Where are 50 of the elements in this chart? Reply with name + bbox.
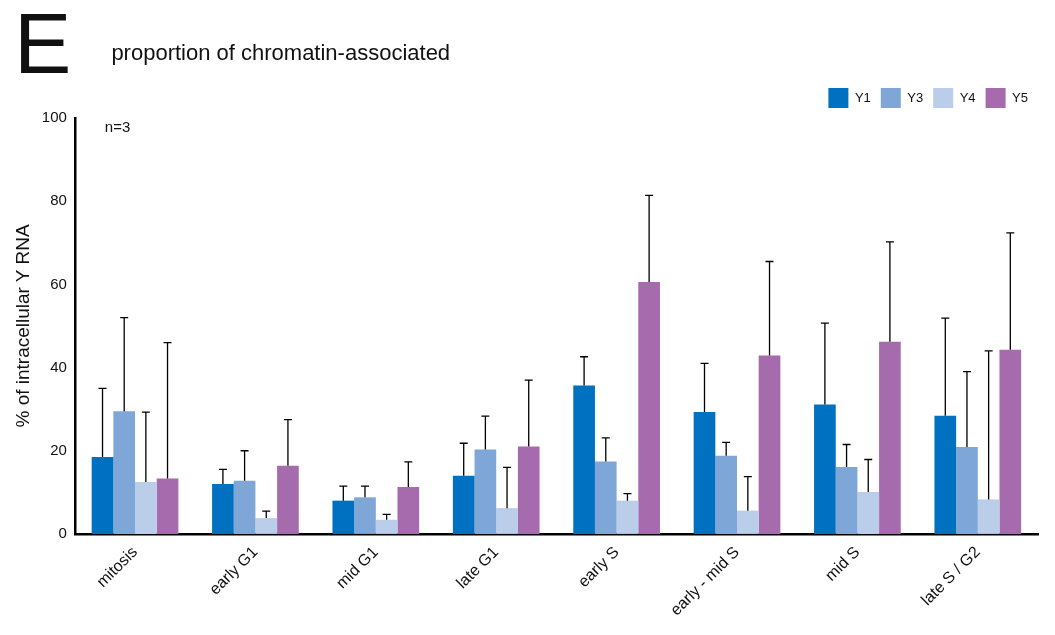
y-tick-label: 40	[50, 357, 67, 375]
y-axis-title: % of intracellular Y RNA	[11, 224, 33, 428]
x-tick-label: mid S	[821, 542, 863, 584]
bar	[999, 349, 1022, 534]
bar	[474, 449, 497, 534]
bar	[255, 518, 278, 534]
bar	[233, 480, 256, 534]
x-tick-label: mid G1	[332, 542, 382, 592]
bar	[113, 411, 136, 534]
annotation: n=3	[104, 118, 131, 136]
bar	[715, 455, 738, 534]
bar	[737, 510, 759, 534]
y-tick-label: 0	[58, 524, 67, 542]
bar	[397, 486, 420, 534]
legend-label: Y1	[854, 89, 871, 105]
bar	[212, 484, 234, 534]
bar	[814, 404, 836, 534]
y-tick-label: 100	[41, 108, 67, 126]
bar	[857, 491, 880, 534]
bar	[496, 508, 518, 534]
bar	[835, 466, 858, 534]
x-tick-label: late G1	[452, 542, 502, 592]
bar	[332, 500, 355, 534]
bar	[638, 281, 660, 534]
bar	[934, 415, 957, 534]
text: E	[14, 0, 72, 91]
bar	[616, 500, 639, 534]
bar	[135, 481, 157, 534]
bar	[517, 446, 540, 534]
legend-label: Y3	[907, 89, 924, 105]
y-tick-label: 60	[50, 274, 67, 292]
bar	[354, 497, 376, 534]
bar	[594, 461, 617, 534]
legend-label: Y4	[959, 89, 976, 105]
bar	[956, 447, 978, 534]
x-tick-label: late S / G2	[917, 542, 984, 609]
bar	[91, 456, 114, 534]
bar	[375, 519, 398, 534]
bar	[879, 341, 901, 534]
legend-label: Y5	[1012, 89, 1029, 105]
y-tick-label: 80	[50, 191, 67, 209]
bar	[156, 478, 179, 534]
chart-title: proportion of chromatin-associated	[111, 40, 451, 66]
bar	[758, 355, 781, 534]
bar	[573, 385, 595, 534]
bar	[277, 465, 299, 534]
bar	[977, 499, 1000, 534]
bar	[452, 475, 475, 534]
bar	[693, 412, 716, 534]
y-tick-label: 20	[50, 440, 67, 458]
